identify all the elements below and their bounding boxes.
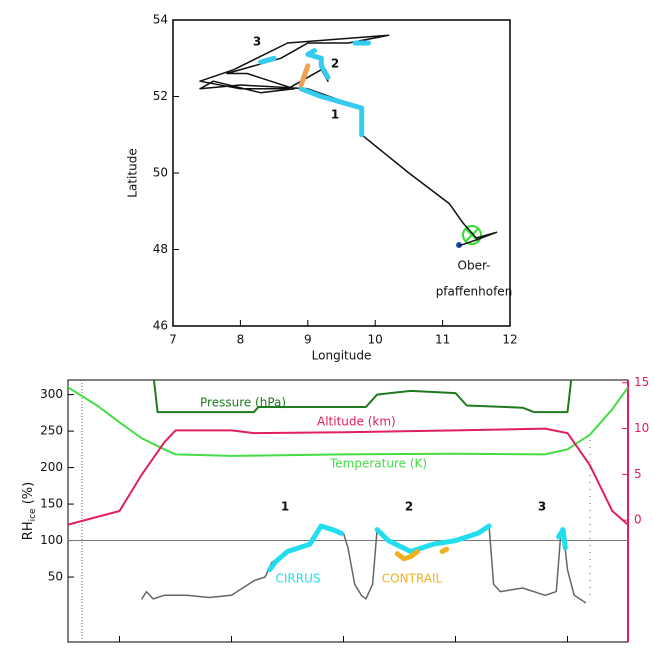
series-label: CIRRUS bbox=[276, 572, 321, 586]
series-line bbox=[394, 546, 450, 562]
series-line bbox=[68, 386, 628, 457]
x-axis-label: Longitude bbox=[312, 349, 372, 363]
y-tick-label: 200 bbox=[40, 460, 63, 474]
y-tick-label: 250 bbox=[40, 424, 63, 438]
y2-tick-label: 5 bbox=[634, 467, 642, 481]
x-tick-label: 11.5 bbox=[218, 649, 245, 650]
y-tick-label: 150 bbox=[40, 497, 63, 511]
x-tick-label: 12 bbox=[502, 333, 517, 347]
series-line bbox=[298, 63, 311, 88]
y-axis-label: Latitude bbox=[126, 148, 140, 197]
series-line bbox=[141, 525, 587, 604]
series-line bbox=[68, 427, 628, 526]
series-label: Altitude (km) bbox=[317, 415, 396, 429]
series-label: Temperature (K) bbox=[329, 457, 427, 471]
x-tick-label: 9 bbox=[304, 333, 312, 347]
series-line bbox=[199, 34, 498, 247]
annotation: 2 bbox=[331, 57, 339, 71]
annotation: 1 bbox=[281, 500, 289, 514]
y-tick-label: 50 bbox=[48, 570, 63, 584]
annotation: 3 bbox=[253, 35, 261, 49]
x-tick-label: 10 bbox=[368, 333, 383, 347]
y-tick-label: 48 bbox=[153, 242, 168, 256]
y2-tick-label: 10 bbox=[634, 421, 649, 435]
series-label: Pressure (hPa) bbox=[200, 396, 286, 410]
y-axis-label: RHice (%) bbox=[21, 482, 38, 540]
y2-tick-label: 15 bbox=[634, 375, 649, 389]
series-label: CONTRAIL bbox=[382, 572, 443, 586]
site-marker bbox=[456, 225, 482, 248]
x-tick-label: 11 bbox=[435, 333, 450, 347]
y-tick-label: 50 bbox=[153, 166, 168, 180]
x-tick-label: 8 bbox=[237, 333, 245, 347]
series-line bbox=[152, 380, 573, 414]
y-tick-label: 300 bbox=[40, 387, 63, 401]
x-tick-label: 11.0 bbox=[106, 649, 133, 650]
annotation: 1 bbox=[331, 108, 339, 122]
y2-tick-label: 0 bbox=[634, 513, 642, 527]
y-tick-label: 46 bbox=[153, 319, 168, 333]
y-tick-label: 54 bbox=[153, 13, 168, 27]
x-tick-label: 7 bbox=[169, 333, 177, 347]
series-line bbox=[258, 40, 371, 138]
y-axis-label-part: (%) bbox=[21, 482, 36, 509]
y-tick-label: 100 bbox=[40, 533, 63, 547]
y-tick-label: 52 bbox=[153, 89, 168, 103]
annotation: 3 bbox=[538, 500, 546, 514]
annotation: pfaffenhofen bbox=[436, 285, 513, 299]
annotation: Ober- bbox=[458, 259, 491, 273]
y-axis-label-part: ice bbox=[28, 508, 38, 521]
map-frame bbox=[172, 19, 511, 327]
y-axis-label-part: RH bbox=[21, 521, 36, 540]
annotation: 2 bbox=[405, 500, 413, 514]
x-tick-label: 13.0 bbox=[554, 649, 581, 650]
x-tick-label: 12.5 bbox=[442, 649, 469, 650]
series-line bbox=[267, 523, 568, 573]
x-tick-label: 12.0 bbox=[330, 649, 357, 650]
